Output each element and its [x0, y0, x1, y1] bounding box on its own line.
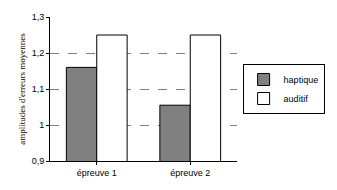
svg-text:épreuve 1: épreuve 1: [77, 168, 117, 178]
svg-text:haptique: haptique: [284, 75, 319, 85]
svg-text:amplitudes d'erreurs moyennes: amplitudes d'erreurs moyennes: [17, 33, 27, 145]
svg-text:0,9: 0,9: [32, 156, 45, 166]
svg-text:1: 1: [39, 120, 44, 130]
svg-text:1,2: 1,2: [32, 48, 45, 58]
svg-text:1,1: 1,1: [32, 84, 45, 94]
svg-text:1,3: 1,3: [32, 12, 45, 22]
svg-text:épreuve 2: épreuve 2: [170, 168, 210, 178]
svg-text:auditif: auditif: [284, 94, 309, 104]
